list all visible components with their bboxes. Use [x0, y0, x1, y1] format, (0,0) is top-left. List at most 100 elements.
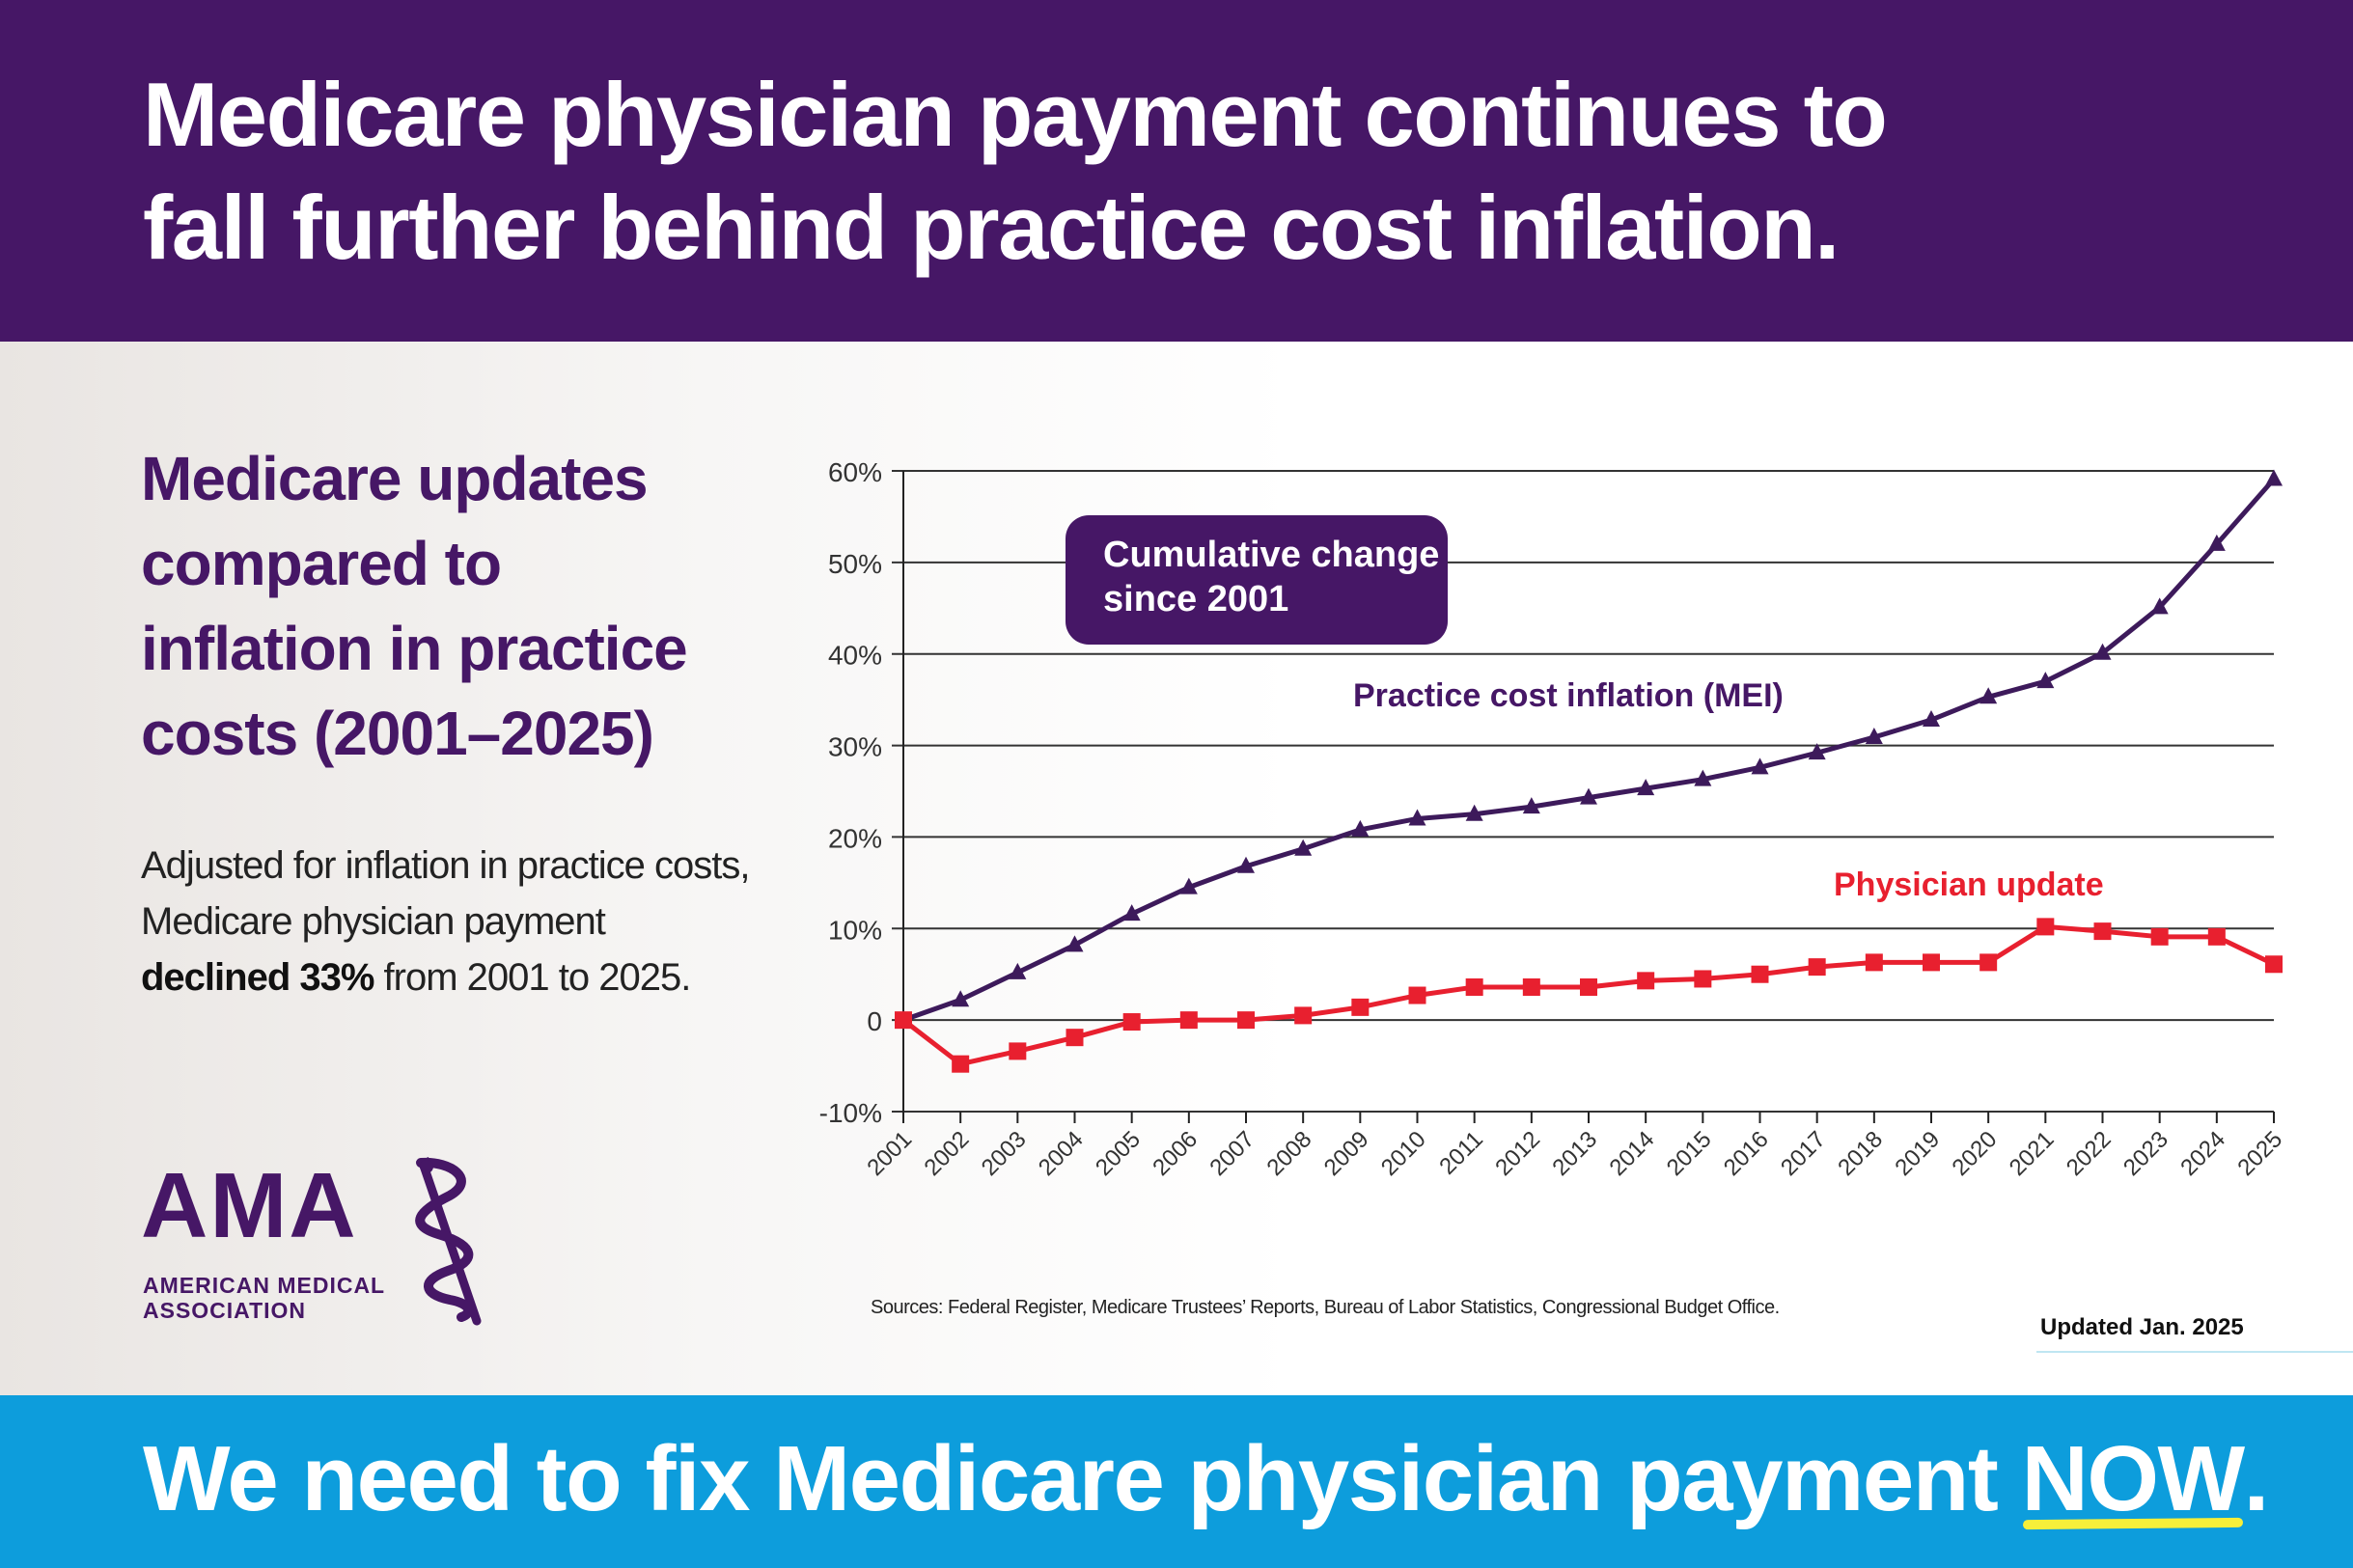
- ama-logo: AMA AMERICAN MEDICAL ASSOCIATION: [141, 1153, 527, 1327]
- subhead-line: compared to: [141, 529, 502, 598]
- sources-note: Sources: Federal Register, Medicare Trus…: [871, 1297, 1780, 1318]
- series-label-mei: Practice cost inflation (MEI): [1353, 677, 1784, 714]
- data-point-physician-update: [1237, 1011, 1255, 1030]
- x-tick-label: 2015: [1662, 1126, 1717, 1181]
- chart-callout: Cumulative change since 2001: [1066, 515, 1448, 645]
- data-point-physician-update: [2150, 927, 2169, 946]
- x-tick-label: 2022: [2062, 1126, 2117, 1181]
- x-tick-label: 2008: [1262, 1126, 1317, 1181]
- data-point-mei: [1637, 779, 1655, 796]
- y-tick-label: 0: [867, 1006, 882, 1036]
- x-tick-label: 2004: [1034, 1126, 1089, 1181]
- data-point-mei: [1294, 839, 1313, 856]
- data-point-physician-update: [1066, 1029, 1084, 1047]
- data-point-physician-update: [1979, 953, 1998, 972]
- ama-name-line-1: AMERICAN MEDICAL: [143, 1273, 386, 1298]
- data-point-mei: [1923, 710, 1940, 728]
- data-point-physician-update: [1465, 977, 1483, 996]
- data-point-physician-update: [1408, 986, 1426, 1004]
- x-tick-label: 2003: [977, 1126, 1032, 1181]
- data-point-physician-update: [2093, 922, 2112, 941]
- data-point-mei: [1865, 728, 1883, 745]
- chart-subheading: Medicare updates compared to inflation i…: [141, 436, 759, 776]
- data-point-physician-update: [2036, 918, 2055, 936]
- subhead-line: Medicare updates: [141, 444, 649, 513]
- y-axis-ticks: 60% 50% 40% 30% 20% 10% 0 -10%: [819, 457, 882, 1128]
- data-point-physician-update: [1694, 970, 1712, 988]
- y-tick-label: 50%: [828, 549, 882, 579]
- data-point-physician-update: [1294, 1006, 1313, 1025]
- x-tick-label: 2024: [2175, 1126, 2230, 1181]
- data-point-mei: [2207, 534, 2226, 551]
- divider: [2036, 1351, 2353, 1353]
- data-point-physician-update: [895, 1011, 912, 1030]
- ama-name-line-2: ASSOCIATION: [143, 1298, 307, 1323]
- data-point-mei: [1122, 904, 1141, 922]
- callout-line-2: since 2001: [1103, 579, 1288, 619]
- data-point-mei: [1580, 787, 1597, 805]
- data-point-mei: [1522, 797, 1540, 814]
- x-tick-label: 2019: [1890, 1126, 1945, 1181]
- x-tick-label: 2016: [1719, 1126, 1774, 1181]
- subhead-line: costs (2001–2025): [141, 699, 654, 768]
- x-tick-label: 2009: [1319, 1126, 1374, 1181]
- now-text: NOW: [2021, 1427, 2245, 1530]
- title-line-1: Medicare physician payment continues to: [143, 64, 1888, 165]
- summary-text: Adjusted for inflation in practice costs…: [141, 844, 750, 943]
- x-tick-label: 2025: [2232, 1126, 2287, 1181]
- data-point-mei: [1751, 757, 1769, 775]
- updated-date: Updated Jan. 2025: [2040, 1314, 2244, 1340]
- now-emphasis: NOW: [2021, 1417, 2245, 1542]
- data-point-physician-update: [1179, 1011, 1198, 1030]
- x-tick-label: 2012: [1490, 1126, 1545, 1181]
- data-point-physician-update: [2207, 927, 2226, 946]
- call-to-action-text: We need to fix Medicare physician paymen…: [143, 1427, 2022, 1530]
- data-point-mei: [1009, 962, 1027, 979]
- data-point-mei: [2150, 597, 2169, 615]
- callout-line-1: Cumulative change: [1103, 535, 1439, 575]
- x-tick-label: 2007: [1204, 1126, 1260, 1181]
- data-point-physician-update: [1808, 958, 1826, 977]
- callout-box: [1066, 515, 1448, 645]
- line-chart: 60% 50% 40% 30% 20% 10% 0 -10% 2001 2002 2003 2004…: [819, 457, 2288, 1181]
- y-tick-label: 60%: [828, 457, 882, 487]
- call-to-action-period: .: [2243, 1427, 2270, 1530]
- x-tick-label: 2014: [1605, 1126, 1660, 1181]
- summary-highlight: declined 33%: [141, 956, 374, 999]
- data-point-mei: [2265, 469, 2283, 486]
- x-tick-label: 2002: [920, 1126, 975, 1181]
- x-tick-label: 2020: [1948, 1126, 2003, 1181]
- data-point-physician-update: [1923, 953, 1940, 972]
- y-tick-label: 30%: [828, 732, 882, 762]
- x-tick-label: 2010: [1376, 1126, 1431, 1181]
- chart-series: [895, 469, 2283, 1073]
- x-tick-label: 2017: [1776, 1126, 1831, 1181]
- data-point-physician-update: [952, 1055, 970, 1073]
- data-point-physician-update: [1865, 953, 1883, 972]
- series-label-physician-update: Physician update: [1834, 867, 2104, 903]
- ama-wordmark: AMA: [141, 1154, 358, 1257]
- page-title: Medicare physician payment continues to …: [143, 58, 2266, 284]
- data-point-physician-update: [1751, 965, 1769, 983]
- y-tick-label: -10%: [819, 1098, 882, 1128]
- data-point-mei: [1408, 809, 1426, 826]
- data-point-mei: [1465, 804, 1483, 821]
- x-tick-label: 2006: [1148, 1126, 1203, 1181]
- data-point-mei: [1066, 935, 1084, 952]
- data-point-mei: [1237, 856, 1255, 873]
- x-tick-label: 2011: [1434, 1126, 1488, 1180]
- data-point-mei: [1808, 743, 1826, 760]
- x-axis-ticks: 2001 2002 2003 2004 2005 2006 2007 2008 2009 2010…: [862, 1112, 2287, 1181]
- x-tick-label: 2018: [1833, 1126, 1888, 1181]
- data-point-mei: [952, 990, 970, 1007]
- summary-text-end: from 2001 to 2025.: [374, 956, 692, 999]
- data-point-mei: [1351, 819, 1370, 837]
- data-point-mei: [2036, 672, 2055, 689]
- data-point-physician-update: [1351, 998, 1370, 1016]
- data-point-mei: [2093, 643, 2112, 660]
- data-point-mei: [1979, 687, 1998, 704]
- data-point-physician-update: [2265, 955, 2283, 974]
- subhead-line: inflation in practice: [141, 614, 688, 683]
- title-line-2: fall further behind practice cost inflat…: [143, 177, 1840, 278]
- x-tick-label: 2013: [1547, 1126, 1602, 1181]
